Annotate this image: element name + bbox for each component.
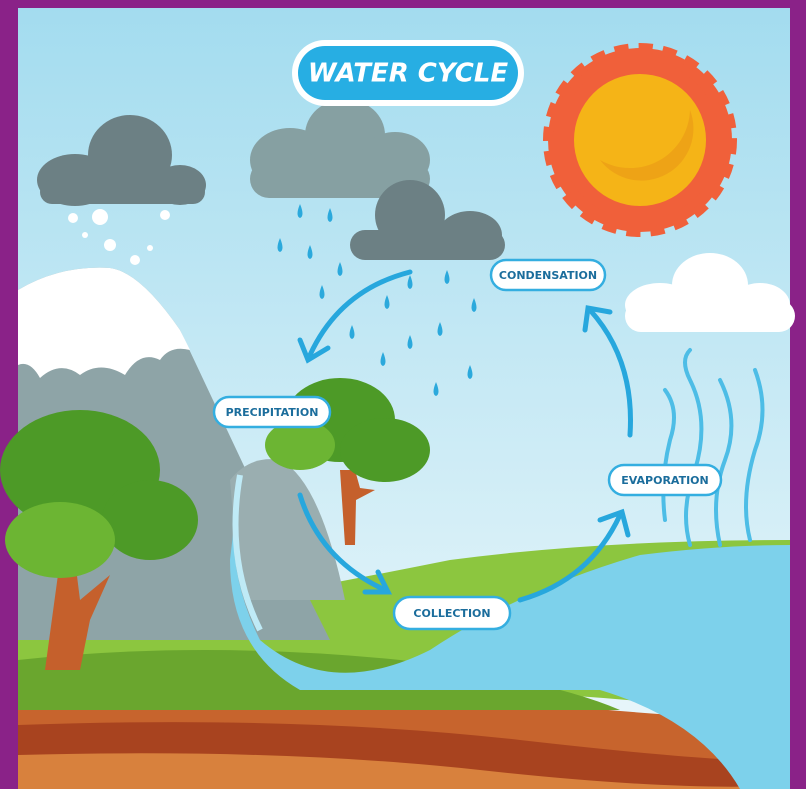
snow-part <box>147 245 153 251</box>
snow-part <box>68 213 78 223</box>
stage-label: EVAPORATION <box>621 474 709 487</box>
cloud-white-part <box>625 300 795 332</box>
stage-collection: COLLECTION <box>394 597 510 629</box>
stage-precipitation: PRECIPITATION <box>214 397 330 427</box>
cloud-left-part <box>40 180 205 204</box>
snow-part <box>82 232 88 238</box>
tree-right-part <box>340 418 430 482</box>
tree-left-part <box>102 480 198 560</box>
tree-left-part <box>5 502 115 578</box>
stage-evaporation: EVAPORATION <box>609 465 721 495</box>
snow-part <box>130 255 140 265</box>
water-cycle-diagram: WATER CYCLE CONDENSATION PRECIPITATION E… <box>0 0 806 789</box>
snow-part <box>160 210 170 220</box>
stage-condensation: CONDENSATION <box>491 260 605 290</box>
stage-label: COLLECTION <box>413 607 490 620</box>
cloud-right-part <box>350 230 505 260</box>
title-badge: WATER CYCLE <box>292 40 524 106</box>
stage-label: CONDENSATION <box>499 269 597 282</box>
sun <box>548 48 732 232</box>
snow-part <box>104 239 116 251</box>
title: WATER CYCLE <box>308 59 509 89</box>
snow-part <box>92 209 108 225</box>
page: WATER CYCLE CONDENSATION PRECIPITATION E… <box>0 0 806 789</box>
stage-label: PRECIPITATION <box>226 406 319 419</box>
